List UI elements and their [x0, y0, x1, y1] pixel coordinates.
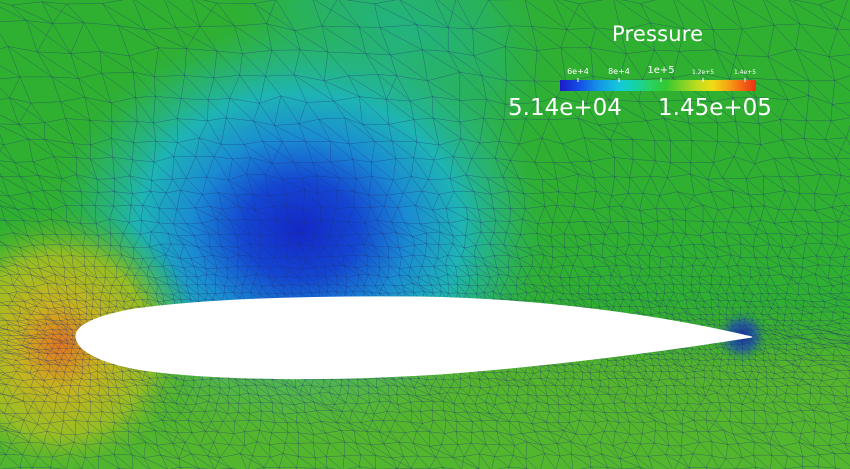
legend-min-value: 5.14e+04 — [508, 95, 622, 121]
legend-tick-label: 1.4e+5 — [733, 69, 757, 76]
airfoil-shape — [75, 296, 753, 380]
legend-tick-label: 1.2e+5 — [691, 69, 715, 76]
colormap-bar — [560, 80, 756, 91]
legend-tick-label: 6e+4 — [567, 67, 589, 76]
legend-title: Pressure — [612, 22, 704, 46]
legend-tick-label: 1e+5 — [647, 65, 675, 76]
legend-tick-label: 8e+4 — [608, 67, 630, 76]
legend-max-value: 1.45e+05 — [658, 95, 772, 121]
legend-tick-marks — [577, 78, 746, 82]
